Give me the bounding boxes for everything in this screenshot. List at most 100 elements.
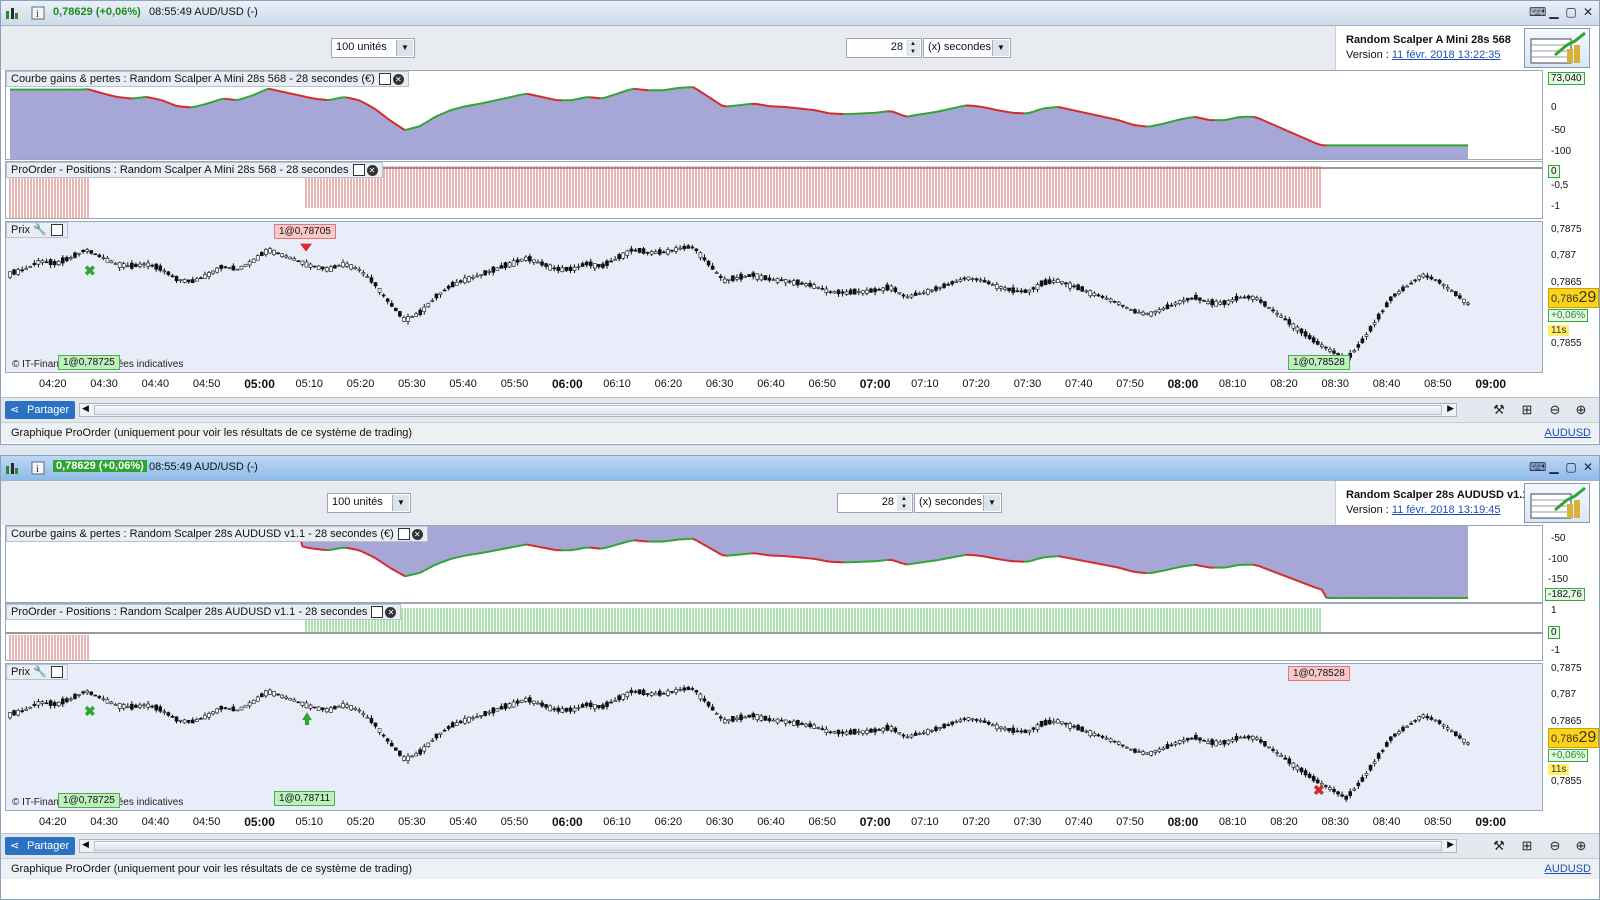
candle-body — [259, 693, 264, 698]
scroll-right-icon[interactable]: ▶ — [1447, 839, 1454, 849]
equity-segment — [419, 122, 425, 128]
candle-body — [909, 294, 914, 298]
candle-body — [1271, 748, 1275, 751]
version-date-link[interactable]: 11 févr. 2018 13:22:35 — [1391, 49, 1501, 61]
keyboard-icon[interactable]: ⌨ — [1529, 460, 1547, 474]
zoom-in-icon[interactable]: ⊕ — [1575, 402, 1587, 417]
proorder-logo-icon[interactable] — [1524, 28, 1590, 68]
quantity-select[interactable]: 100 unités ▼ — [331, 38, 415, 58]
wrench-icon[interactable]: 🔧 — [33, 666, 47, 678]
zoom-out-icon[interactable]: ⊖ — [1549, 402, 1561, 417]
candle-body — [820, 288, 825, 290]
time-axis-label: 08:00 — [1167, 377, 1199, 391]
keyboard-icon[interactable]: ⌨ — [1529, 5, 1547, 19]
zoom-fit-icon[interactable]: ⊞ — [1521, 838, 1533, 853]
candle-body — [666, 249, 670, 255]
quantity-select[interactable]: 100 unités ▼ — [327, 493, 411, 513]
panel-close-icon[interactable]: ✕ — [366, 164, 378, 176]
zoom-fit-icon[interactable]: ⊞ — [1521, 402, 1533, 417]
candle-body — [881, 727, 885, 732]
candle-body — [515, 700, 520, 704]
equity-segment — [697, 540, 703, 545]
interval-unit-select[interactable]: (x) secondes ▼ — [923, 38, 1011, 58]
scroll-left-icon[interactable]: ◀ — [82, 403, 89, 413]
panel-window-icon[interactable] — [371, 606, 384, 619]
equity-segment — [1102, 115, 1108, 119]
scrollbar-thumb[interactable] — [94, 841, 1442, 851]
minimize-icon[interactable]: ▁ — [1549, 460, 1559, 474]
version-date-link[interactable]: 11 févr. 2018 13:19:45 — [1391, 504, 1501, 516]
equity-segment — [375, 557, 382, 563]
candle-body — [560, 708, 565, 713]
close-icon[interactable]: ✕ — [1582, 5, 1594, 19]
equity-segment — [1267, 568, 1274, 573]
panel-close-icon[interactable]: ✕ — [392, 73, 404, 85]
chevron-down-icon[interactable]: ▼ — [983, 495, 1000, 511]
candle-body — [1413, 279, 1418, 282]
panel-close-icon[interactable]: ✕ — [411, 528, 423, 540]
scroll-right-icon[interactable]: ▶ — [1447, 403, 1454, 413]
interval-unit-select[interactable]: (x) secondes ▼ — [914, 493, 1002, 513]
candle-body — [1226, 739, 1231, 745]
candle-body — [1275, 312, 1279, 315]
horizontal-scrollbar[interactable]: ◀ ▶ — [79, 403, 1457, 417]
candle-body — [1165, 744, 1170, 749]
symbol-link[interactable]: AUDUSD — [1544, 427, 1591, 439]
panel-window-icon[interactable] — [50, 224, 63, 237]
scrollbar-thumb[interactable] — [94, 405, 1442, 415]
equity-segment — [804, 108, 810, 111]
spinner-icon[interactable]: ▲ ▼ — [906, 40, 920, 56]
zoom-out-icon[interactable]: ⊖ — [1549, 838, 1561, 853]
share-button[interactable]: ⋖ Partager — [5, 837, 76, 855]
panel-window-icon[interactable] — [397, 528, 410, 541]
panel-window-icon[interactable] — [378, 73, 391, 86]
chevron-down-icon[interactable]: ▼ — [992, 40, 1009, 56]
window-titlebar[interactable]: i 0,78629 (+0,06%) 08:55:49 AUD/USD (-) … — [1, 456, 1599, 481]
panel-window-icon[interactable] — [352, 164, 365, 177]
close-icon[interactable]: ✕ — [1582, 460, 1594, 474]
equity-segment — [721, 104, 727, 108]
interval-input[interactable]: 28 ▲ ▼ — [837, 493, 913, 513]
chevron-down-icon[interactable]: ▼ — [392, 495, 409, 511]
chevron-down-icon[interactable]: ▼ — [396, 40, 413, 56]
scroll-left-icon[interactable]: ◀ — [82, 839, 89, 849]
tools-icon[interactable]: ⚒ — [1493, 838, 1505, 853]
equity-segment — [711, 98, 718, 104]
candle-body — [1011, 727, 1015, 733]
candle-body — [142, 263, 146, 266]
window-titlebar[interactable]: i 0,78629 (+0,06%) 08:55:49 AUD/USD (-) … — [1, 1, 1599, 26]
candle-body — [1372, 761, 1377, 764]
candle-body — [150, 264, 154, 267]
price-axis: 0,7875 0,787 0,7865 0,7855 — [1539, 663, 1595, 811]
candle-body — [576, 707, 581, 709]
symbol-link[interactable]: AUDUSD — [1544, 863, 1591, 875]
info-icon[interactable]: i — [31, 461, 45, 475]
time-axis-label: 06:00 — [552, 377, 583, 391]
wrench-icon[interactable]: 🔧 — [33, 224, 47, 236]
maximize-icon[interactable]: ▢ — [1565, 460, 1577, 474]
time-axis-label: 04:30 — [90, 816, 118, 828]
horizontal-scrollbar[interactable]: ◀ ▶ — [79, 839, 1457, 853]
candle-body — [426, 742, 431, 747]
equity-segment — [692, 86, 699, 91]
proorder-logo-icon[interactable] — [1524, 483, 1590, 523]
candle-body — [580, 263, 585, 267]
candle-body — [1458, 295, 1462, 299]
panel-close-icon[interactable]: ✕ — [385, 606, 397, 618]
candle-body — [410, 755, 414, 758]
minimize-icon[interactable]: ▁ — [1549, 5, 1559, 19]
equity-axis-tick: -100 — [1548, 554, 1569, 565]
candle-body — [934, 726, 938, 731]
share-button[interactable]: ⋖ Partager — [5, 401, 76, 419]
tools-icon[interactable]: ⚒ — [1493, 402, 1505, 417]
interval-input[interactable]: 28 ▲ ▼ — [846, 38, 922, 58]
info-icon[interactable]: i — [31, 6, 45, 20]
candle-body — [377, 728, 382, 733]
title-price: 0,78629 (+0,06%) — [53, 6, 141, 18]
spinner-icon[interactable]: ▲ ▼ — [897, 495, 911, 511]
maximize-icon[interactable]: ▢ — [1565, 5, 1577, 19]
candle-body — [1060, 721, 1064, 724]
zoom-in-icon[interactable]: ⊕ — [1575, 838, 1587, 853]
panel-window-icon[interactable] — [50, 666, 63, 679]
equity-segment — [716, 101, 723, 107]
